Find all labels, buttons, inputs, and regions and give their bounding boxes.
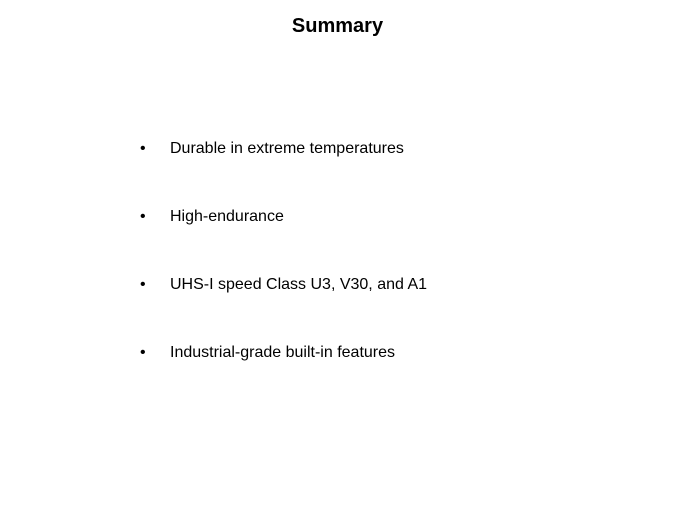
list-item: Industrial-grade built-in features — [130, 344, 427, 362]
list-item: UHS-I speed Class U3, V30, and A1 — [130, 276, 427, 294]
summary-list: Durable in extreme temperatures High-end… — [130, 140, 427, 412]
list-item: High-endurance — [130, 208, 427, 226]
list-item: Durable in extreme temperatures — [130, 140, 427, 158]
page-title: Summary — [0, 15, 675, 38]
